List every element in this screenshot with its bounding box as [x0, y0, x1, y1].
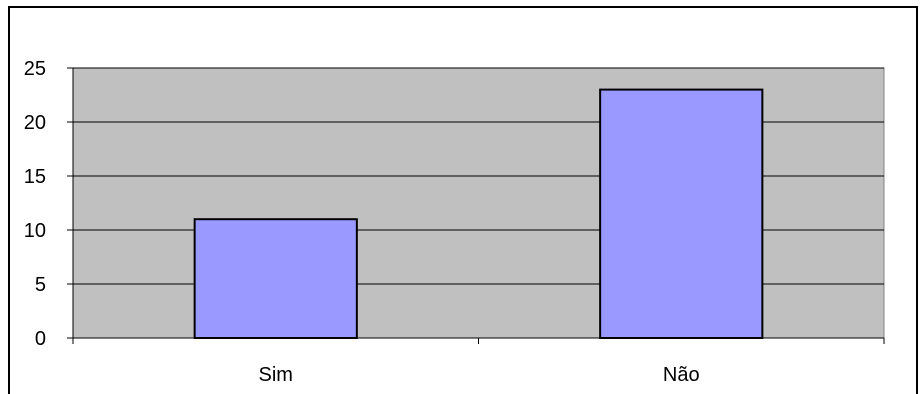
- y-tick-label: 0: [35, 328, 46, 350]
- bars: [193, 88, 764, 339]
- y-tick-label: 25: [24, 58, 46, 80]
- y-tick-label: 20: [24, 112, 46, 134]
- bar-não: [599, 88, 764, 339]
- x-tick-label: Não: [663, 364, 700, 386]
- x-tick-labels: Sim Não: [259, 364, 700, 386]
- axes: [67, 67, 885, 344]
- y-tick-label: 10: [24, 220, 46, 242]
- y-tick-label: 15: [24, 166, 46, 188]
- bar-sim: [193, 218, 358, 339]
- x-tick-label: Sim: [259, 364, 293, 386]
- y-tick-labels: 0 5 10 15 20 25: [24, 58, 46, 350]
- chart-frame: [8, 6, 918, 394]
- y-tick-label: 5: [35, 274, 46, 296]
